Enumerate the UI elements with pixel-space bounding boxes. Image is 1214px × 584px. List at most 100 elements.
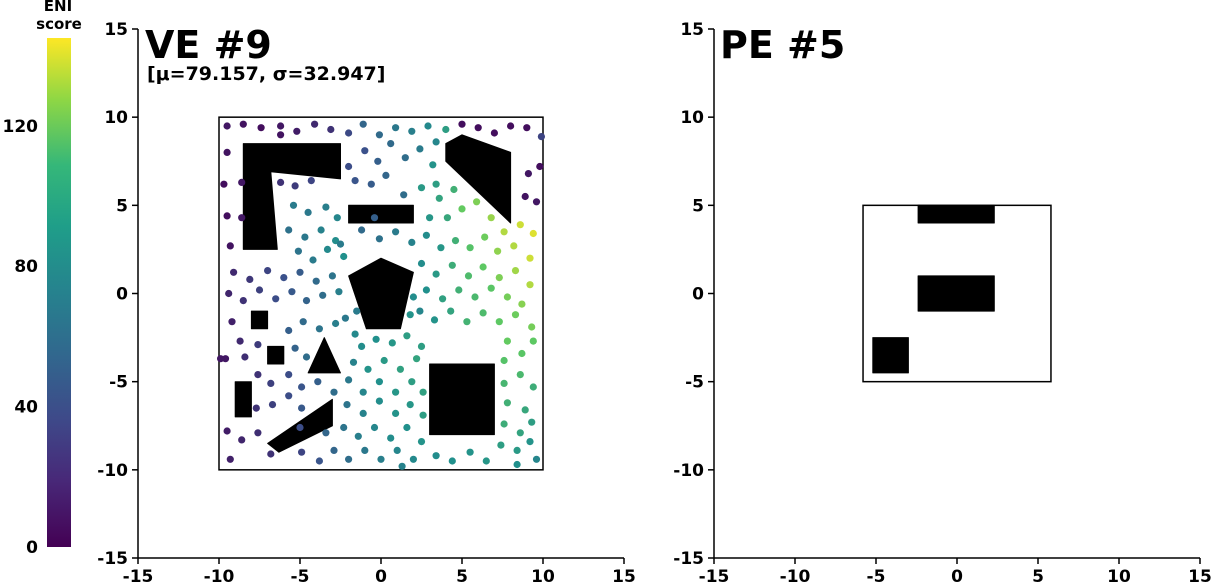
ve-points bbox=[217, 120, 546, 470]
ve-data-point bbox=[361, 446, 369, 454]
ve-data-point bbox=[432, 138, 440, 146]
ve-data-point bbox=[455, 286, 463, 294]
ve-data-point bbox=[246, 275, 254, 283]
colorbar-tick-label: 80 bbox=[14, 257, 38, 277]
ve-data-point bbox=[314, 378, 322, 386]
ve-data-point bbox=[375, 397, 383, 405]
ve-data-point bbox=[398, 462, 406, 470]
ve-y-tick-label: -15 bbox=[97, 549, 128, 569]
ve-data-point bbox=[529, 337, 537, 345]
ve-data-point bbox=[291, 182, 299, 190]
ve-data-point bbox=[291, 344, 299, 352]
ve-obstacle bbox=[348, 257, 414, 330]
pe-obstacle bbox=[917, 275, 995, 312]
ve-data-point bbox=[268, 401, 277, 409]
ve-data-point bbox=[409, 293, 417, 301]
ve-data-point bbox=[450, 185, 458, 194]
ve-data-point bbox=[315, 325, 323, 333]
ve-data-point bbox=[372, 335, 380, 343]
ve-data-point bbox=[340, 252, 348, 261]
ve-data-point bbox=[403, 423, 411, 432]
ve-data-point bbox=[359, 388, 367, 396]
ve-data-point bbox=[409, 455, 417, 463]
ve-data-point bbox=[426, 214, 434, 222]
pe-obstacles bbox=[872, 204, 995, 374]
ve-data-point bbox=[526, 254, 534, 262]
pe-x-tick-label: 15 bbox=[1188, 567, 1212, 584]
ve-data-point bbox=[424, 122, 432, 130]
ve-data-point bbox=[330, 388, 338, 396]
ve-data-point bbox=[327, 125, 335, 134]
ve-data-point bbox=[288, 288, 296, 296]
ve-obstacle bbox=[242, 143, 341, 250]
ve-data-point bbox=[301, 233, 309, 241]
ve-data-point bbox=[500, 379, 508, 387]
ve-data-point bbox=[532, 198, 541, 206]
ve-y-tick-label: 10 bbox=[104, 108, 128, 128]
ve-data-point bbox=[322, 203, 330, 211]
ve-data-point bbox=[345, 162, 353, 171]
ve-data-point bbox=[417, 259, 426, 268]
ve-data-point bbox=[358, 342, 366, 350]
ve-data-point bbox=[529, 383, 537, 391]
ve-data-point bbox=[528, 418, 536, 426]
ve-data-point bbox=[343, 401, 351, 409]
ve-data-point bbox=[238, 178, 246, 186]
ve-data-point bbox=[513, 446, 521, 454]
pe-y-tick-label: -10 bbox=[673, 461, 704, 481]
ve-data-point bbox=[474, 124, 482, 132]
ve-data-point bbox=[416, 307, 424, 315]
ve-boundary bbox=[218, 116, 544, 471]
ve-data-point bbox=[500, 356, 508, 365]
ve-data-point bbox=[238, 214, 246, 222]
ve-data-point bbox=[432, 180, 440, 188]
ve-data-point bbox=[432, 270, 440, 278]
ve-data-point bbox=[319, 291, 327, 299]
ve-data-point bbox=[223, 427, 231, 435]
pe-y-tick-label: 5 bbox=[692, 196, 704, 216]
ve-data-point bbox=[403, 332, 411, 340]
ve-data-point bbox=[521, 192, 529, 201]
ve-data-point bbox=[315, 457, 323, 465]
ve-data-point bbox=[226, 242, 234, 250]
pe-x-tick-label: 10 bbox=[1107, 567, 1131, 584]
ve-data-point bbox=[254, 341, 262, 349]
ve-data-point bbox=[516, 221, 524, 229]
ve-data-point bbox=[367, 180, 375, 188]
ve-data-point bbox=[532, 455, 541, 463]
ve-data-point bbox=[239, 120, 247, 128]
ve-data-point bbox=[497, 441, 505, 449]
ve-data-point bbox=[280, 274, 288, 282]
ve-data-point bbox=[312, 277, 320, 285]
ve-data-point bbox=[417, 184, 426, 192]
ve-data-point bbox=[255, 286, 264, 294]
ve-data-point bbox=[464, 272, 473, 280]
ve-y-tick-label: 15 bbox=[104, 20, 128, 40]
ve-obstacle bbox=[307, 337, 341, 374]
pe-y-tick-label: -15 bbox=[673, 549, 704, 569]
ve-data-point bbox=[254, 429, 262, 437]
ve-data-point bbox=[524, 170, 533, 178]
ve-data-point bbox=[448, 261, 456, 269]
ve-data-point bbox=[487, 214, 495, 222]
ve-data-point bbox=[351, 177, 359, 185]
ve-data-point bbox=[289, 201, 298, 209]
ve-data-point bbox=[361, 147, 369, 155]
ve-x-tick-label: -15 bbox=[123, 567, 154, 584]
ve-data-point bbox=[277, 122, 285, 130]
ve-data-point bbox=[447, 307, 455, 315]
ve-data-point bbox=[401, 154, 409, 162]
ve-data-point bbox=[503, 293, 511, 301]
pe-x-tick-label: -5 bbox=[867, 567, 886, 584]
ve-axes: -15 -10 -5 0 5 10 15 -15 -10 -5 0 5 10 15 bbox=[97, 20, 636, 584]
ve-data-point bbox=[364, 365, 372, 373]
ve-data-point bbox=[422, 231, 430, 239]
ve-data-point bbox=[311, 120, 319, 128]
ve-data-point bbox=[293, 127, 301, 135]
pe-y-tick-label: -5 bbox=[685, 373, 704, 393]
ve-data-point bbox=[443, 214, 451, 222]
ve-data-point bbox=[495, 318, 503, 326]
ve-data-point bbox=[225, 289, 233, 298]
ve-data-point bbox=[217, 355, 225, 363]
ve-data-point bbox=[294, 247, 302, 255]
